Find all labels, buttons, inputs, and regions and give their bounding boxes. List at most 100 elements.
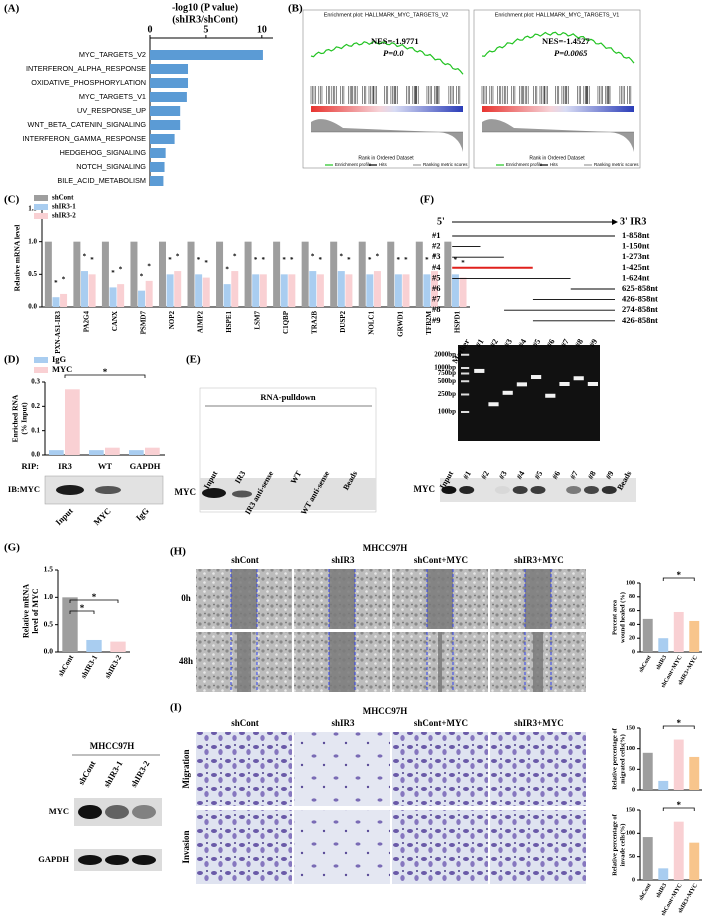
blot-band [78,805,102,819]
legend-swatch [34,213,48,219]
bar [52,297,60,307]
fragment-name: #7 [432,294,441,304]
blot-band [105,855,129,865]
wound-gap [237,632,251,692]
lane-label: #2 [479,469,491,480]
fragment-range: 625-858nt [622,283,658,293]
significance-star: * [176,253,180,261]
bar [216,241,224,307]
gel [458,345,600,441]
bar [65,389,80,455]
bar [129,450,144,455]
bar [673,739,684,790]
lane-label: #3 [497,469,509,480]
gel-band [573,376,584,381]
row-label: 48h [179,656,193,666]
blot-band [441,486,457,494]
gel-band [545,393,556,398]
significance-star: * [197,256,201,264]
lane-label: #3 [502,337,514,348]
wound-gap [427,569,453,629]
significance-star: * [319,256,323,264]
significance-star: * [347,256,351,264]
legend-label: Ranking metric scores [594,162,639,167]
legend-label: shIR3-2 [52,212,76,220]
significance-star: * [282,256,286,264]
panel-title: MHCC97H [363,706,408,716]
y-axis-label: level of MYC [31,588,40,634]
pulldown-title: RNA-pulldown [260,392,316,402]
bar [451,274,459,307]
bar [150,50,263,60]
blot-label: GAPDH [38,854,69,864]
bar [49,450,64,455]
lane-label: #1 [474,337,486,348]
size-label: 250bp [438,390,456,398]
column-label: shCont [231,718,259,728]
category-label: shIR3-2 [103,653,124,680]
category-label: PSMD7 [139,311,147,335]
lane-label: shCont [76,759,98,787]
y-axis-label: Percent area [611,599,618,635]
significance-star: * [433,253,437,261]
bar [130,241,138,307]
bar [402,274,410,307]
significance-star: * [376,253,380,261]
bar [658,868,669,880]
bar [366,274,374,307]
category-label: INTERFERON_ALPHA_RESPONSE [26,64,146,73]
three-prime: 3' IR3 [620,216,646,227]
bar [109,287,117,307]
significance-star: * [339,253,343,261]
significance-star: * [92,592,97,602]
column-label: shIR3 [331,555,355,565]
y-axis-label: Relative percentage of [611,813,618,875]
bar [158,241,166,307]
y-tick-label: 0 [632,877,635,883]
significance-star: * [62,276,66,284]
bar [145,280,153,307]
category-label: TFB2M [425,311,433,335]
fragment-range: 1-624nt [622,272,650,282]
y-axis-label: invade cells(%) [619,824,626,867]
bar [89,450,104,455]
bar [642,618,653,652]
bar [689,620,700,652]
gel-band [488,402,499,407]
fragment-range: 1-858nt [622,230,650,240]
bar [288,274,296,307]
legend-swatch [34,367,48,373]
y-tick-label: 50 [629,854,635,860]
legend-label: shIR3-1 [52,203,76,211]
lane-label: #9 [587,337,599,348]
transwell-image [490,732,586,806]
bar [415,241,423,307]
gel-band [516,382,527,387]
significance-star: * [140,272,144,280]
bar [150,134,175,144]
bar [252,274,260,307]
column-label: shIR3+MYC [514,555,564,565]
bar [309,271,317,307]
significance-star: * [111,269,115,277]
lane-label: #7 [568,469,580,480]
panel-label: (C) [4,194,20,206]
y-tick-label: 50 [629,767,635,773]
category-label: LSM7 [254,311,262,330]
bar [150,176,164,186]
lane-label: #8 [573,337,585,348]
bar [195,274,203,307]
significance-bracket [69,599,119,603]
blot-band [232,490,252,498]
category-label: HEDGEHOG_SIGNALING [60,148,147,157]
bar [673,821,684,880]
blot-band [132,855,156,865]
bar [150,78,189,88]
panel-label: (H) [170,546,186,558]
significance-star: * [261,256,265,264]
fragment-range: 1-150nt [622,241,650,251]
fragment-name: #9 [432,315,441,325]
y-tick-label: 0 [632,649,635,655]
blot [200,478,376,510]
axis-title: -log10 (P value) [172,2,238,13]
